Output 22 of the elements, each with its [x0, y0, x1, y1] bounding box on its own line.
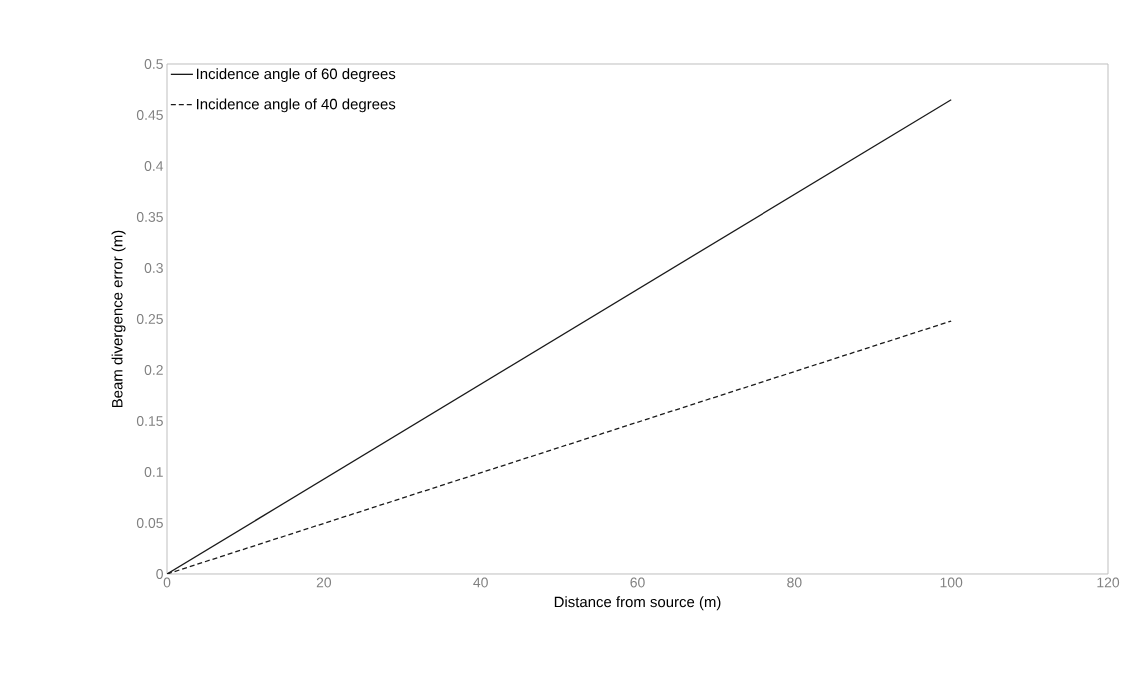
x-tick-label: 0: [163, 577, 171, 588]
x-tick-label: 120: [1097, 577, 1120, 588]
legend-label: Incidence angle of 60 degrees: [196, 68, 396, 83]
y-tick-label: 0.45: [136, 110, 163, 120]
legend-label: Incidence angle of 40 degrees: [196, 98, 396, 113]
y-tick-label: 0.3: [144, 263, 163, 273]
x-tick-label: 80: [787, 577, 802, 588]
y-tick-label: 0.05: [136, 518, 163, 528]
y-tick-label: 0.2: [144, 365, 163, 375]
x-tick-label: 100: [940, 577, 963, 588]
y-tick-label: 0.1: [144, 467, 163, 477]
x-tick-label: 60: [630, 577, 645, 588]
y-axis-title: Beam divergence error (m): [111, 230, 126, 408]
y-tick-label: 0: [156, 569, 163, 579]
y-tick-label: 0.5: [144, 59, 163, 69]
y-tick-label: 0.4: [144, 161, 164, 171]
x-axis-title: Distance from source (m): [554, 596, 721, 611]
y-tick-label: 0.35: [136, 212, 163, 222]
y-tick-label: 0.15: [136, 416, 163, 426]
y-tick-label: 0.25: [136, 314, 163, 324]
x-tick-label: 20: [316, 577, 332, 588]
x-tick-label: 40: [473, 577, 488, 588]
